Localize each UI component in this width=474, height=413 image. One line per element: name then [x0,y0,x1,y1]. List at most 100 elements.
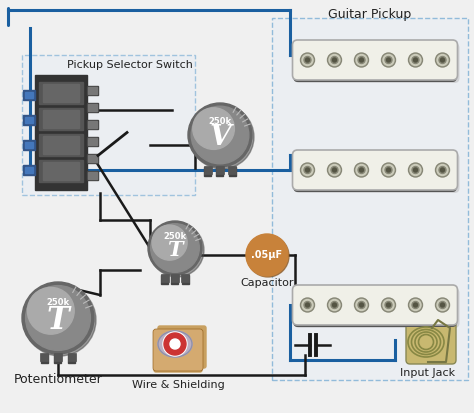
Circle shape [440,168,445,172]
Bar [88,138,97,145]
Circle shape [386,58,391,62]
Circle shape [410,164,421,176]
Circle shape [436,53,449,67]
Bar [25,167,33,173]
Circle shape [193,108,235,150]
Bar [39,160,83,182]
Circle shape [150,223,204,277]
Bar [217,167,224,176]
Circle shape [302,299,313,311]
Bar [87,154,98,163]
Circle shape [386,303,391,307]
Bar [55,354,62,363]
Bar [161,275,168,284]
Circle shape [331,301,338,309]
Bar [43,162,79,180]
Circle shape [188,103,252,167]
Circle shape [439,166,446,173]
Ellipse shape [158,331,192,357]
Circle shape [413,58,418,62]
Bar [228,166,236,174]
Circle shape [439,301,446,309]
Circle shape [413,168,418,172]
Bar [171,274,179,282]
Bar [204,167,211,176]
Circle shape [409,53,422,67]
FancyBboxPatch shape [294,43,459,83]
Circle shape [191,106,249,164]
Circle shape [385,57,392,64]
Bar [25,117,33,123]
Bar [39,82,83,104]
Circle shape [355,53,368,67]
FancyBboxPatch shape [158,326,206,368]
Bar [88,155,97,162]
Circle shape [382,163,395,177]
Bar [25,142,33,148]
Bar [39,134,83,156]
Bar [22,55,195,195]
Circle shape [328,53,341,67]
Circle shape [304,301,311,309]
Circle shape [383,299,394,311]
Bar [39,108,83,130]
Circle shape [301,163,315,177]
Circle shape [440,58,445,62]
Bar [41,354,48,363]
Bar [68,354,75,363]
Circle shape [359,168,364,172]
Text: V: V [209,124,231,151]
Circle shape [356,164,367,176]
Bar [88,121,97,128]
Text: 250k: 250k [46,298,70,307]
Circle shape [302,164,313,176]
Bar [272,18,468,380]
Circle shape [24,284,96,356]
Circle shape [329,299,340,311]
Bar [204,166,212,174]
Circle shape [246,234,288,276]
Circle shape [359,58,364,62]
Bar [87,137,98,146]
Circle shape [437,55,448,66]
Circle shape [328,298,341,312]
Bar [87,103,98,112]
Circle shape [304,57,311,64]
Text: Wire & Shielding: Wire & Shielding [132,380,224,390]
Bar [87,86,98,95]
Circle shape [22,282,94,354]
Bar [54,353,62,361]
FancyBboxPatch shape [294,288,459,328]
Bar [43,110,79,128]
Bar [87,171,98,180]
Circle shape [148,221,202,275]
Circle shape [170,339,180,349]
FancyBboxPatch shape [406,318,456,364]
Circle shape [306,168,310,172]
Circle shape [304,166,311,173]
Circle shape [358,166,365,173]
Circle shape [413,303,418,307]
Bar [43,136,79,154]
Bar [88,104,97,111]
Bar [40,353,48,361]
FancyBboxPatch shape [294,153,459,193]
Circle shape [247,235,289,277]
Circle shape [358,301,365,309]
Circle shape [306,58,310,62]
Circle shape [151,224,199,272]
Circle shape [329,164,340,176]
Circle shape [26,286,91,350]
Circle shape [412,301,419,309]
Circle shape [306,303,310,307]
Text: Input Jack: Input Jack [401,368,456,378]
Circle shape [164,333,186,355]
Circle shape [355,298,368,312]
Circle shape [329,55,340,66]
Circle shape [385,166,392,173]
Bar [87,120,98,129]
Bar [43,84,79,102]
Bar [23,165,35,175]
Circle shape [332,58,337,62]
Circle shape [437,164,448,176]
